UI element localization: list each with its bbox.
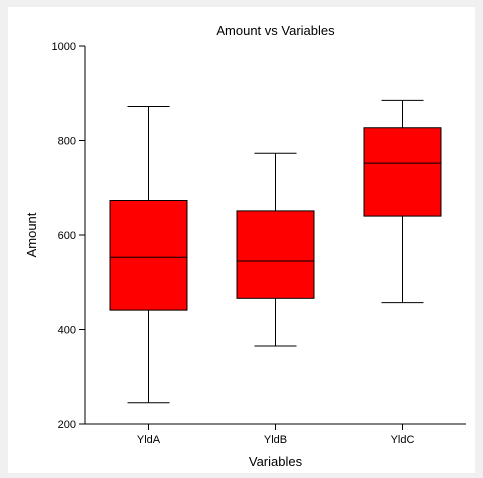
- x-axis-label: Variables: [249, 454, 303, 469]
- y-axis-label: Amount: [24, 212, 39, 257]
- x-tick-label: YldA: [137, 434, 161, 446]
- y-tick-label: 200: [58, 419, 76, 431]
- box-yldb: [236, 152, 315, 347]
- x-ticks: YldA YldB YldC: [137, 424, 415, 446]
- iqr-box: [363, 127, 442, 217]
- x-tick-label: YldB: [264, 434, 287, 446]
- box-plot-chart: Amount vs Variables Variables Amount 200…: [24, 23, 466, 469]
- iqr-box: [236, 210, 315, 299]
- y-tick-label: 800: [58, 136, 76, 148]
- y-tick-label: 400: [58, 325, 76, 337]
- boxes-group: [109, 99, 442, 404]
- chart-canvas: Amount vs Variables Variables Amount 200…: [8, 7, 475, 473]
- y-ticks: 200 400 600 800 1000: [52, 41, 85, 431]
- y-tick-label: 1000: [52, 41, 76, 53]
- chart-title: Amount vs Variables: [216, 23, 335, 38]
- box-ylda: [109, 105, 188, 404]
- iqr-box: [109, 200, 188, 311]
- y-tick-label: 600: [58, 230, 76, 242]
- x-tick-label: YldC: [391, 434, 415, 446]
- box-yldc: [363, 99, 442, 304]
